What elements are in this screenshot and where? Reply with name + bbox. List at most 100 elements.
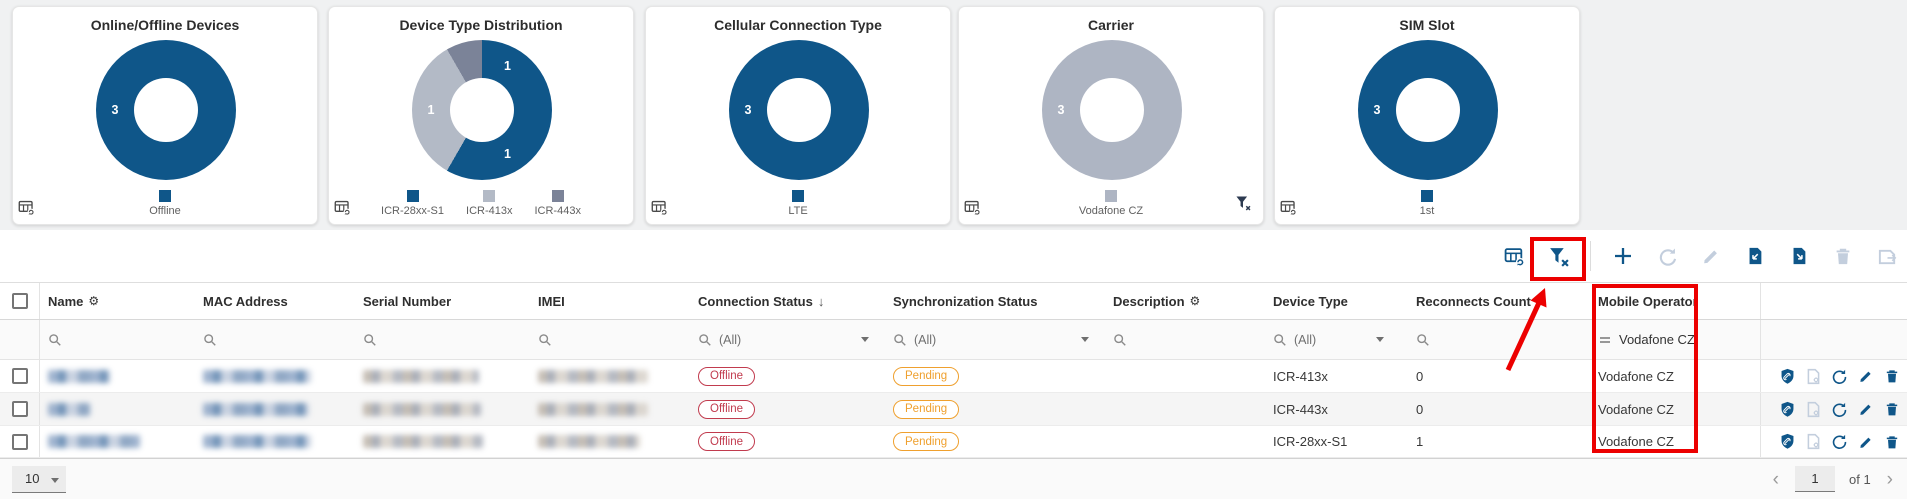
- mac-address-redacted: [203, 435, 311, 448]
- donut-chart[interactable]: 1 1 1: [412, 40, 552, 180]
- file-config-icon[interactable]: [1805, 368, 1822, 385]
- save-icon[interactable]: [1875, 244, 1899, 268]
- filter-sync-status[interactable]: (All): [885, 333, 1105, 347]
- select-all-checkbox[interactable]: [11, 293, 28, 309]
- legend-label: Offline: [149, 205, 181, 217]
- column-settings-gear-icon[interactable]: ⚙: [88, 294, 100, 308]
- filter-device-type[interactable]: (All): [1265, 333, 1400, 347]
- legend-item[interactable]: Vodafone CZ: [1079, 190, 1143, 217]
- switch-to-table-icon[interactable]: [18, 199, 35, 221]
- header-description[interactable]: Description ⚙: [1113, 293, 1201, 309]
- previous-page-icon[interactable]: ‹: [1772, 468, 1779, 490]
- chevron-down-icon[interactable]: [1376, 337, 1384, 342]
- donut-value-label: 1: [504, 147, 511, 162]
- chevron-down-icon[interactable]: [1081, 337, 1089, 342]
- donut-hole: [1080, 78, 1144, 142]
- delete-icon[interactable]: [1883, 368, 1900, 385]
- donut-chart[interactable]: 3: [1358, 40, 1498, 180]
- current-page-box[interactable]: 1: [1794, 466, 1835, 492]
- filter-connection-status[interactable]: (All): [690, 333, 885, 347]
- delete-icon[interactable]: [1831, 244, 1855, 268]
- switch-to-table-icon[interactable]: [651, 199, 668, 221]
- legend-label: ICR-413x: [466, 205, 513, 217]
- filter-mobile-operator[interactable]: Vodafone CZ: [1590, 332, 1760, 347]
- page-size-select[interactable]: 10: [12, 465, 66, 493]
- filter-imei[interactable]: [530, 333, 690, 347]
- table-row[interactable]: Offline Pending ICR-443x 0 Vodafone CZ: [0, 393, 1907, 426]
- reboot-icon[interactable]: [1831, 368, 1848, 385]
- header-imei[interactable]: IMEI: [538, 293, 565, 309]
- edit-icon[interactable]: [1699, 244, 1723, 268]
- table-row[interactable]: Offline Pending ICR-28xx-S1 1 Vodafone C…: [0, 426, 1907, 458]
- file-config-icon[interactable]: [1805, 401, 1822, 418]
- filter-name[interactable]: [40, 333, 195, 347]
- mobile-operator-cell: Vodafone CZ: [1598, 434, 1674, 449]
- clear-filter-icon[interactable]: [1546, 244, 1570, 268]
- refresh-icon[interactable]: [1655, 244, 1679, 268]
- filter-reconnects[interactable]: [1400, 333, 1590, 347]
- switch-to-table-icon[interactable]: [334, 199, 351, 221]
- edit-icon[interactable]: [1857, 368, 1874, 385]
- header-synchronization-status[interactable]: Synchronization Status: [893, 293, 1038, 309]
- row-checkbox[interactable]: [11, 401, 28, 417]
- header-device-type[interactable]: Device Type: [1273, 293, 1348, 309]
- filter-serial[interactable]: [355, 333, 530, 347]
- filter-mac[interactable]: [195, 333, 355, 347]
- header-mobile-operator[interactable]: Mobile Operator: [1598, 293, 1698, 309]
- connection-status-badge: Offline: [698, 432, 756, 451]
- donut-chart[interactable]: 3: [1042, 40, 1182, 180]
- add-icon[interactable]: [1611, 244, 1635, 268]
- mobile-operator-cell: Vodafone CZ: [1598, 368, 1674, 384]
- next-page-icon[interactable]: ›: [1886, 468, 1893, 490]
- import-file-icon[interactable]: [1743, 244, 1767, 268]
- header-name[interactable]: Name ⚙: [48, 293, 100, 309]
- header-mac-address[interactable]: MAC Address: [203, 293, 288, 309]
- edit-icon[interactable]: [1857, 401, 1874, 418]
- header-serial-number[interactable]: Serial Number: [363, 293, 452, 309]
- search-icon: [364, 333, 376, 346]
- edit-icon[interactable]: [1857, 433, 1874, 450]
- row-checkbox[interactable]: [11, 433, 28, 450]
- header-connection-status[interactable]: Connection Status ↓: [698, 293, 825, 309]
- legend-item[interactable]: 1st: [1420, 190, 1434, 217]
- switch-to-table-icon[interactable]: [1280, 199, 1297, 221]
- search-icon: [1417, 333, 1429, 346]
- legend-item[interactable]: ICR-443x: [534, 190, 581, 217]
- donut-value-label: 1: [427, 103, 435, 117]
- chart-card-title: Device Type Distribution: [399, 17, 563, 33]
- legend-color-swatch: [159, 190, 171, 202]
- file-config-icon[interactable]: [1805, 433, 1822, 450]
- switch-to-table-icon[interactable]: [964, 199, 981, 221]
- card-clear-filter-icon[interactable]: [1234, 194, 1252, 217]
- chart-card-title: SIM Slot: [1399, 17, 1455, 33]
- device-name-redacted[interactable]: [48, 435, 140, 448]
- device-name-redacted[interactable]: [48, 369, 110, 383]
- shield-icon[interactable]: [1779, 433, 1796, 450]
- device-type-cell: ICR-443x: [1273, 401, 1328, 417]
- legend-item[interactable]: Offline: [149, 190, 181, 217]
- chart-legend: Vodafone CZ: [959, 190, 1263, 217]
- donut-chart[interactable]: 3: [729, 40, 869, 180]
- shield-icon[interactable]: [1779, 401, 1796, 418]
- header-reconnects-count[interactable]: Reconnects Count: [1416, 293, 1531, 309]
- device-name-redacted[interactable]: [48, 402, 90, 416]
- legend-item[interactable]: ICR-413x: [466, 190, 512, 217]
- legend-item[interactable]: LTE: [788, 190, 808, 217]
- table-row[interactable]: Offline Pending ICR-413x 0 Vodafone CZ: [0, 360, 1907, 393]
- toolbar-divider: [1590, 241, 1591, 271]
- shield-icon[interactable]: [1779, 368, 1796, 385]
- row-checkbox[interactable]: [11, 368, 28, 384]
- chevron-down-icon[interactable]: [861, 337, 869, 342]
- header-actions-cell: [1760, 283, 1907, 319]
- filter-description[interactable]: [1105, 333, 1265, 347]
- export-file-icon[interactable]: [1787, 244, 1811, 268]
- reboot-icon[interactable]: [1831, 433, 1848, 450]
- legend-item[interactable]: ICR-28xx-S1: [381, 190, 444, 217]
- donut-chart[interactable]: 3: [96, 40, 236, 180]
- table-columns-refresh-icon[interactable]: [1502, 244, 1526, 268]
- column-settings-gear-icon[interactable]: ⚙: [1189, 294, 1201, 308]
- reconnects-count-cell: 0: [1416, 368, 1424, 384]
- delete-icon[interactable]: [1883, 433, 1900, 450]
- delete-icon[interactable]: [1883, 401, 1900, 418]
- reboot-icon[interactable]: [1831, 401, 1848, 418]
